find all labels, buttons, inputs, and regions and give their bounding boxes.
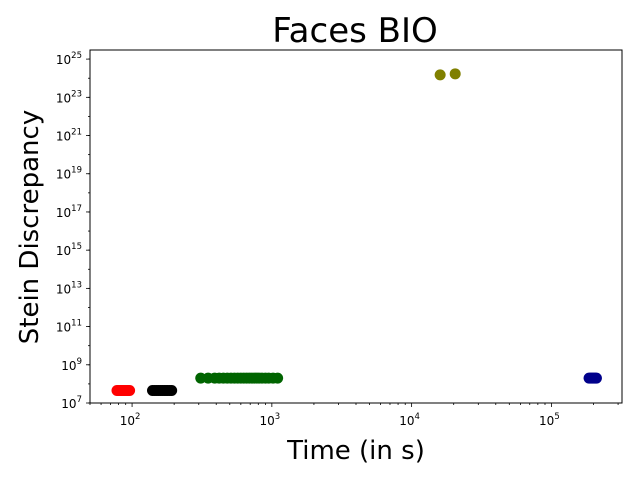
y-tick-label: 1013 — [56, 280, 82, 296]
plot-marks — [111, 68, 602, 397]
series-2 — [195, 372, 284, 384]
y-tick-label: 109 — [61, 357, 82, 373]
x-axis: 102 103 104 105 — [89, 403, 619, 428]
data-point — [272, 372, 284, 384]
y-tick-label: 1021 — [56, 128, 82, 144]
data-point — [124, 385, 136, 397]
y-axis: 107 109 1011 1013 1015 1017 1019 1021 1023 1025 — [56, 51, 90, 411]
series-3 — [434, 68, 461, 81]
x-tick-label: 105 — [539, 412, 560, 428]
x-tick-label: 104 — [399, 412, 420, 428]
y-tick-label: 1011 — [56, 319, 82, 335]
series-4 — [583, 372, 602, 384]
data-point — [449, 68, 461, 80]
data-point — [434, 69, 446, 81]
plot-frame — [89, 49, 623, 404]
series-0 — [111, 385, 136, 397]
y-tick-label: 1015 — [56, 242, 82, 258]
data-point — [166, 385, 178, 397]
data-point — [590, 372, 602, 384]
chart-title: Faces BIO — [272, 11, 438, 51]
x-tick-label: 103 — [259, 412, 280, 428]
y-tick-label: 107 — [61, 395, 82, 411]
y-tick-label: 1025 — [56, 51, 82, 67]
y-axis-label: Stein Discrepancy — [15, 110, 45, 344]
x-tick-label: 102 — [120, 412, 141, 428]
y-tick-label: 1019 — [56, 166, 82, 182]
y-tick-label: 1023 — [56, 89, 82, 105]
x-axis-label: Time (in s) — [286, 436, 425, 466]
y-tick-label: 1017 — [56, 204, 82, 220]
series-1 — [147, 385, 178, 397]
